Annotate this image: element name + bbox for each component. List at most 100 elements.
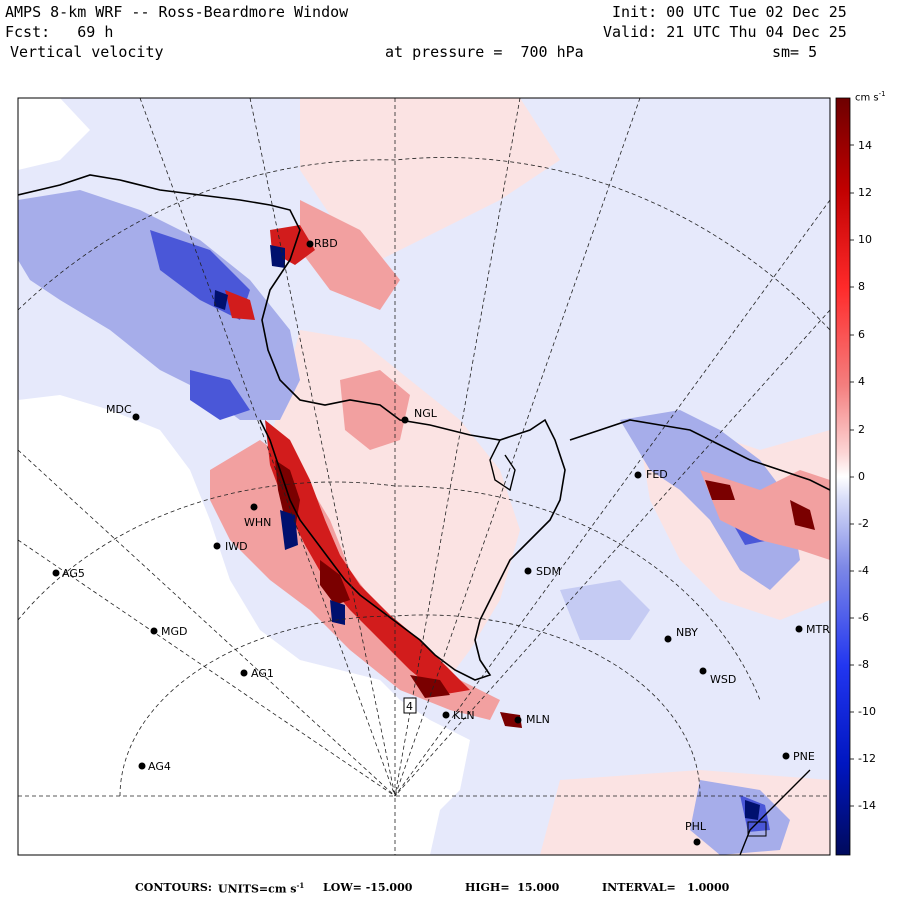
map-field xyxy=(18,98,830,855)
station-label-ag5: AG5 xyxy=(62,567,85,580)
colorbar-ticks xyxy=(850,144,854,807)
footer-high: HIGH= 15.000 xyxy=(465,881,560,894)
station-label-ag4: AG4 xyxy=(148,760,171,773)
station-label-iwd: IWD xyxy=(225,540,248,553)
colorbar-tick-neg10: -10 xyxy=(858,705,876,718)
plot-frame xyxy=(17,97,831,856)
blue-region-upper-left xyxy=(18,190,300,420)
station-label-mgd: MGD xyxy=(161,625,188,638)
white-terrain-region xyxy=(18,395,470,855)
blue-region-right xyxy=(620,410,800,590)
station-label-mtr: MTR xyxy=(806,623,830,636)
station-dot-mdc xyxy=(132,413,140,421)
coastline xyxy=(18,174,566,681)
colorbar-tick-14: 14 xyxy=(858,139,872,152)
station-dot-pne xyxy=(782,752,790,760)
station-label-whn: WHN xyxy=(244,516,271,529)
footer-low: LOW= -15.000 xyxy=(323,881,413,894)
blue-region-center xyxy=(560,580,650,640)
dark-blue-core-2 xyxy=(330,600,345,625)
footer-units: UNITS=cm s-1 xyxy=(218,881,305,896)
coastline-right xyxy=(569,419,830,491)
station-label-ag1: AG1 xyxy=(251,667,274,680)
valid-time: Valid: 21 UTC Thu 04 Dec 25 xyxy=(603,23,847,41)
footer-contours-label: CONTOURS: xyxy=(135,881,212,894)
colorbar-tick-neg14: -14 xyxy=(858,799,876,812)
marker-box-phl xyxy=(747,821,767,837)
footer-interval: INTERVAL= 1.0000 xyxy=(602,881,730,894)
station-label-rbd: RBD xyxy=(314,237,338,250)
station-dots xyxy=(52,240,803,846)
station-labels: RBD MDC NGL FED WHN IWD AG5 SDM MGD NBY … xyxy=(62,237,830,833)
dark-blue-core-3 xyxy=(270,245,285,268)
colorbar-tick-neg6: -6 xyxy=(858,611,869,624)
dark-blue-core-1 xyxy=(280,510,298,550)
light-pink-upper xyxy=(300,98,560,260)
colorbar xyxy=(835,97,851,856)
light-pink-central xyxy=(270,330,520,690)
pressure-level: at pressure = 700 hPa xyxy=(385,43,584,61)
colorbar-tick-neg12: -12 xyxy=(858,752,876,765)
station-dot-ag4 xyxy=(138,762,146,770)
colorbar-tick-6: 6 xyxy=(858,328,865,341)
station-dot-fed xyxy=(634,471,642,479)
station-label-pne: PNE xyxy=(793,750,815,763)
colorbar-tick-neg2: -2 xyxy=(858,517,869,530)
forecast-hour: Fcst: 69 h xyxy=(5,23,114,41)
smoothing-factor: sm= 5 xyxy=(772,43,818,61)
pink-region-ngl xyxy=(340,370,410,450)
red-ridge-tam xyxy=(265,420,470,695)
station-label-sdm: SDM xyxy=(536,565,561,578)
graticule xyxy=(18,98,830,855)
marker-box-label: 4 xyxy=(406,700,413,713)
colorbar-tick-10: 10 xyxy=(858,233,872,246)
coastline-lower-right xyxy=(739,769,811,855)
colorbar-tick-4: 4 xyxy=(858,375,865,388)
station-label-kln: KLN xyxy=(453,709,475,722)
colorbar-tick-12: 12 xyxy=(858,186,872,199)
station-label-ngl: NGL xyxy=(414,407,438,420)
red-core-upper-2 xyxy=(225,290,255,320)
station-dot-ag1 xyxy=(240,669,248,677)
station-dot-wsd xyxy=(699,667,707,675)
colorbar-tick-0: 0 xyxy=(858,470,865,483)
dark-blue-core-4 xyxy=(214,290,228,310)
dark-blue-core-5 xyxy=(745,800,760,820)
colorbar-tick-neg8: -8 xyxy=(858,658,869,671)
blue-core-2 xyxy=(190,370,250,420)
coastline-bay xyxy=(489,439,516,492)
variable-name: Vertical velocity xyxy=(10,43,164,61)
station-label-nby: NBY xyxy=(676,626,698,639)
station-label-mdc: MDC xyxy=(106,403,132,416)
station-dot-mgd xyxy=(150,627,158,635)
colorbar-tick-8: 8 xyxy=(858,280,865,293)
dark-red-core-2 xyxy=(320,560,350,605)
station-dot-phl xyxy=(693,838,701,846)
colorbar-units: cm s-1 xyxy=(855,90,886,104)
station-label-wsd: WSD xyxy=(710,673,736,686)
dark-red-core-3 xyxy=(410,675,450,698)
colorbar-tick-neg4: -4 xyxy=(858,564,869,577)
station-dot-whn xyxy=(250,503,258,511)
map-title: AMPS 8-km WRF -- Ross-Beardmore Window xyxy=(5,3,349,21)
init-time: Init: 00 UTC Tue 02 Dec 25 xyxy=(612,3,847,21)
station-dot-kln xyxy=(442,711,450,719)
station-dot-nby xyxy=(664,635,672,643)
dark-red-core-4 xyxy=(500,712,522,728)
station-dot-mln xyxy=(514,716,522,724)
station-dot-ngl xyxy=(401,416,409,424)
station-dot-sdm xyxy=(524,567,532,575)
station-label-fed: FED xyxy=(646,468,668,481)
station-dot-rbd xyxy=(306,240,314,248)
pink-region-rbd xyxy=(300,200,400,310)
colorbar-tick-2: 2 xyxy=(858,423,865,436)
light-pink-bottom-right xyxy=(540,770,830,855)
white-patch-upper-left xyxy=(18,98,90,170)
station-dot-mtr xyxy=(795,625,803,633)
station-dot-ag5 xyxy=(52,569,60,577)
dark-red-core-6 xyxy=(790,500,815,530)
station-label-mln: MLN xyxy=(526,713,550,726)
station-dot-iwd xyxy=(213,542,221,550)
dark-red-core-5 xyxy=(705,480,735,500)
